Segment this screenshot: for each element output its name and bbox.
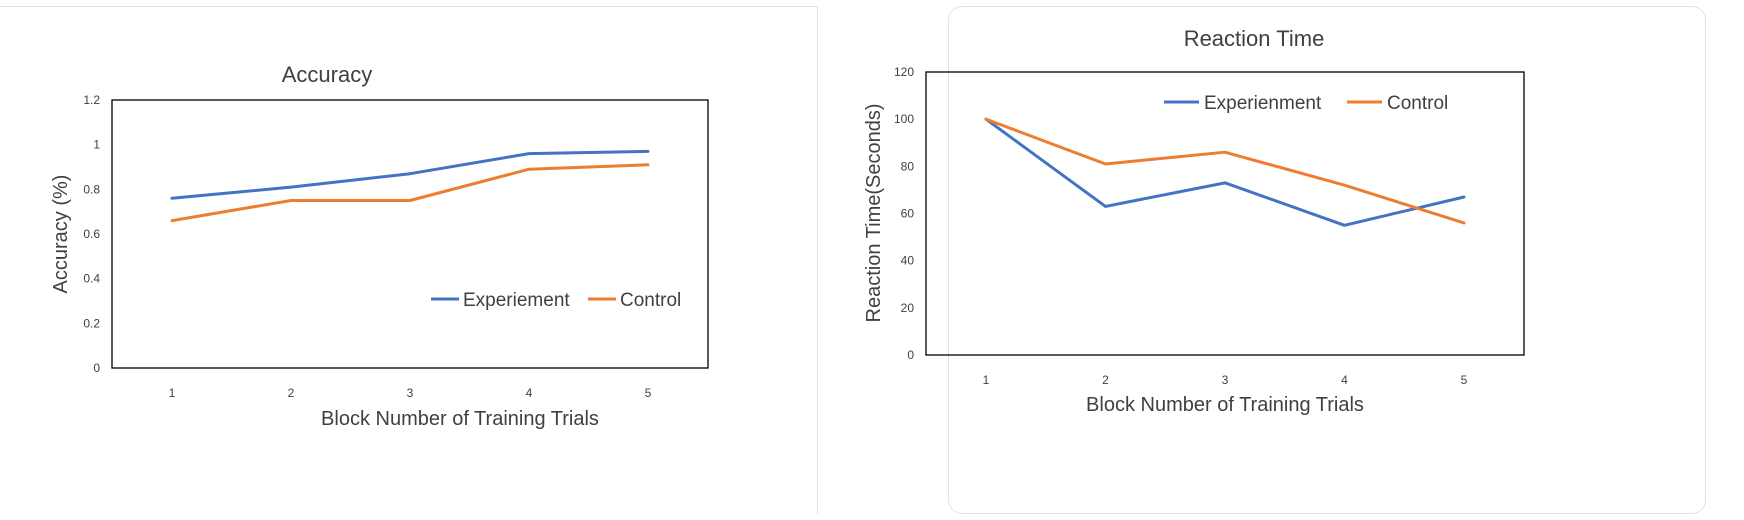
y-tick-label: 20 [901, 301, 915, 315]
series-lines [170, 149, 650, 223]
y-axis-title: Accuracy (%) [50, 175, 72, 294]
y-ticks: 0 0.2 0.4 0.6 0.8 1 1.2 [83, 93, 100, 375]
x-ticks: 1 2 3 4 5 [169, 386, 652, 400]
series-lines [984, 117, 1466, 227]
legend-label-experiment: Experiement [463, 290, 570, 311]
x-axis-title: Block Number of Training Trials [1086, 394, 1364, 416]
y-tick-label: 100 [894, 112, 914, 126]
legend-label-experiment: Experienment [1204, 93, 1322, 114]
y-tick-label: 60 [901, 207, 915, 221]
series-line-experiment [170, 149, 650, 200]
x-tick-label: 1 [983, 373, 990, 387]
y-tick-label: 0 [93, 361, 100, 375]
legend: Experiement Control [431, 290, 681, 311]
y-tick-label: 120 [894, 65, 914, 79]
plot-area [111, 99, 709, 369]
y-tick-label: 0 [907, 348, 914, 362]
series-line-control [170, 163, 650, 223]
y-axis-title: Reaction Time(Seconds) [863, 104, 885, 323]
accuracy-chart-panel: Accuracy Accuracy (%) Block Number of Tr… [0, 6, 818, 514]
y-tick-label: 40 [901, 254, 915, 268]
x-tick-label: 1 [169, 386, 176, 400]
series-line-experiment [984, 117, 1466, 227]
y-tick-label: 0.8 [83, 182, 100, 196]
x-tick-label: 4 [1341, 373, 1348, 387]
reaction-time-chart: Reaction Time Reaction Time(Seconds) Blo… [863, 26, 1525, 416]
y-tick-label: 1 [93, 138, 100, 152]
x-ticks: 1 2 3 4 5 [983, 373, 1468, 387]
y-ticks: 0 20 40 60 80 100 120 [894, 65, 914, 362]
x-tick-label: 4 [526, 386, 533, 400]
legend-label-control: Control [620, 290, 681, 311]
x-tick-label: 5 [1461, 373, 1468, 387]
y-tick-label: 0.4 [83, 272, 100, 286]
x-tick-label: 3 [407, 386, 414, 400]
legend: Experienment Control [1164, 93, 1448, 114]
reaction-time-chart-panel: Reaction Time Reaction Time(Seconds) Blo… [863, 6, 1706, 514]
series-line-control [984, 117, 1466, 225]
y-tick-label: 0.6 [83, 227, 100, 241]
x-tick-label: 3 [1222, 373, 1229, 387]
y-tick-label: 0.2 [83, 316, 100, 330]
x-axis-title: Block Number of Training Trials [321, 408, 599, 430]
y-tick-label: 1.2 [83, 93, 100, 107]
chart-title: Reaction Time [1184, 26, 1325, 51]
x-tick-label: 2 [1102, 373, 1109, 387]
chart-title: Accuracy [282, 62, 372, 87]
x-tick-label: 5 [645, 386, 652, 400]
legend-label-control: Control [1387, 93, 1448, 114]
y-tick-label: 80 [901, 159, 915, 173]
plot-area [925, 71, 1525, 356]
accuracy-chart: Accuracy Accuracy (%) Block Number of Tr… [50, 62, 709, 430]
x-tick-label: 2 [288, 386, 295, 400]
